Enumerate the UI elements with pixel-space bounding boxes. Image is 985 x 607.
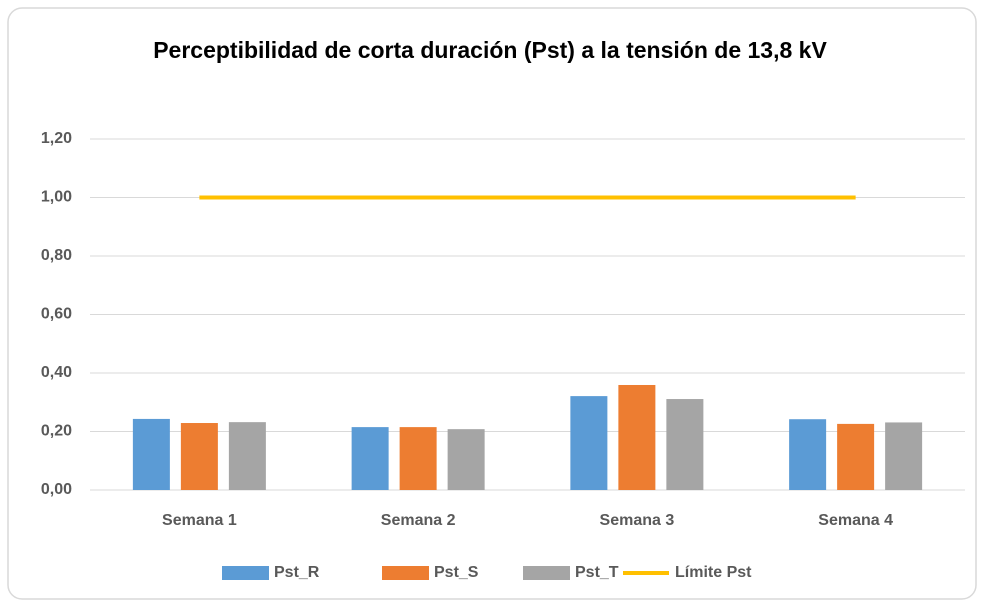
chart-border bbox=[7, 7, 977, 600]
bar bbox=[618, 384, 656, 490]
x-tick-label: Semana 3 bbox=[600, 512, 675, 529]
y-tick-label: 0,40 bbox=[41, 364, 72, 381]
legend-label: Pst_S bbox=[434, 564, 479, 581]
bar bbox=[885, 422, 923, 490]
bar bbox=[132, 418, 170, 490]
legend-label: Pst_T bbox=[575, 564, 619, 581]
legend-swatch bbox=[523, 566, 570, 580]
bar bbox=[228, 422, 266, 490]
y-tick-label: 1,00 bbox=[41, 189, 72, 206]
legend-swatch bbox=[222, 566, 269, 580]
y-tick-label: 1,20 bbox=[41, 130, 72, 147]
y-tick-label: 0,60 bbox=[41, 306, 72, 323]
bar bbox=[180, 423, 218, 490]
bar bbox=[399, 427, 437, 490]
x-tick-label: Semana 1 bbox=[162, 512, 237, 529]
bar bbox=[351, 427, 389, 490]
legend-swatch bbox=[382, 566, 429, 580]
chart-title: Perceptibilidad de corta duración (Pst) … bbox=[153, 37, 827, 63]
x-tick-label: Semana 2 bbox=[381, 512, 456, 529]
y-tick-label: 0,80 bbox=[41, 247, 72, 264]
y-tick-label: 0,00 bbox=[41, 481, 72, 498]
bar bbox=[837, 423, 875, 490]
bar bbox=[570, 396, 608, 490]
legend-label: Límite Pst bbox=[675, 564, 752, 581]
y-tick-label: 0,20 bbox=[41, 423, 72, 440]
legend-label: Pst_R bbox=[274, 564, 320, 581]
x-tick-label: Semana 4 bbox=[818, 512, 893, 529]
bar bbox=[789, 419, 827, 490]
bar bbox=[447, 429, 485, 490]
bar bbox=[666, 399, 704, 490]
